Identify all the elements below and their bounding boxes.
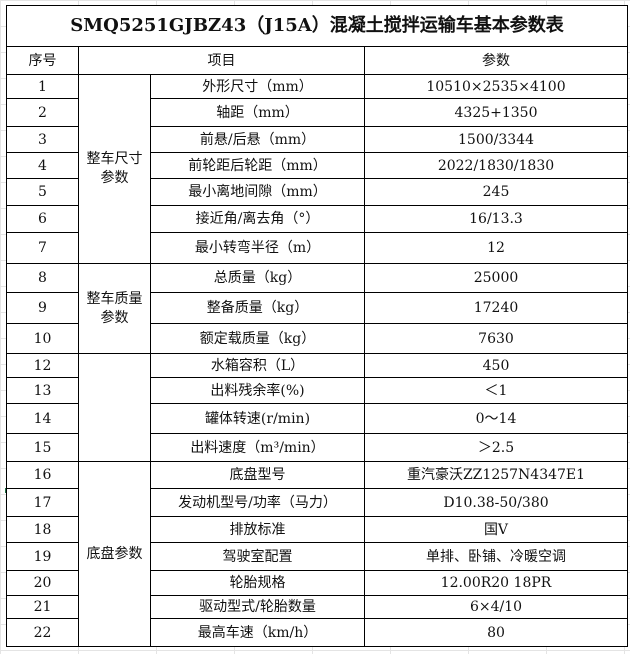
table-row: 19 驾驶室配置 单排、卧铺、冷暖空调	[6, 542, 628, 571]
row-item[interactable]: 额定载质量（kg）	[150, 323, 365, 354]
row-value[interactable]: 25000	[364, 263, 628, 293]
group-label[interactable]	[78, 353, 151, 462]
table-title[interactable]: SMQ5251GJBZ43（J15A）混凝土搅拌运输车基本参数表	[6, 5, 628, 47]
row-seq[interactable]: 18	[6, 516, 79, 543]
row-value[interactable]: 80	[364, 618, 628, 647]
header-value[interactable]: 参数	[364, 46, 628, 75]
table-row: 14 罐体转速(r/min) 0～14	[6, 403, 628, 434]
row-seq[interactable]: 9	[6, 292, 79, 324]
table-row: 22 最高车速（km/h） 80	[6, 618, 628, 647]
table-row: 5 最小离地间隙（mm） 245	[6, 178, 628, 206]
row-item[interactable]: 出料速度（m³/min）	[150, 433, 365, 462]
group-label[interactable]: 底盘参数	[78, 461, 151, 647]
table-row: 16 底盘参数 底盘型号 重汽豪沃ZZ1257N4347E1	[6, 461, 628, 647]
row-item[interactable]: 轴距（mm）	[150, 98, 365, 127]
row-seq[interactable]: 19	[6, 542, 79, 571]
row-value[interactable]: 6×4/10	[364, 595, 628, 619]
row-seq[interactable]: 3	[6, 126, 79, 153]
table-row: 8 整车质量 参数 总质量（kg） 25000	[6, 263, 628, 354]
row-seq[interactable]: 5	[6, 178, 79, 206]
table-row: 7 最小转弯半径（m） 12	[6, 232, 628, 264]
row-seq[interactable]: 16	[6, 461, 79, 489]
row-seq[interactable]: 14	[6, 403, 79, 434]
row-item[interactable]: 最小转弯半径（m）	[150, 232, 365, 264]
group-label[interactable]: 整车尺寸 参数	[78, 74, 151, 264]
row-value[interactable]: D10.38-50/380	[364, 488, 628, 517]
table-row: 1 整车尺寸 参数 外形尺寸（mm） 10510×2535×4100	[6, 74, 628, 264]
row-item[interactable]: 排放标准	[150, 516, 365, 543]
row-value[interactable]: 4325+1350	[364, 98, 628, 127]
row-seq[interactable]: 12	[6, 353, 79, 378]
row-seq[interactable]: 13	[6, 377, 79, 404]
row-value[interactable]: 12.00R20 18PR	[364, 570, 628, 596]
row-seq[interactable]: 15	[6, 433, 79, 462]
table-row: 6 接近角/离去角（°） 16/13.3	[6, 205, 628, 233]
row-item[interactable]: 驾驶室配置	[150, 542, 365, 571]
row-item[interactable]: 最高车速（km/h）	[150, 618, 365, 647]
row-seq[interactable]: 6	[6, 205, 79, 233]
row-value[interactable]: 重汽豪沃ZZ1257N4347E1	[364, 461, 628, 489]
table-row: 18 排放标准 国Ⅴ	[6, 516, 628, 543]
row-seq[interactable]: 2	[6, 98, 79, 127]
row-item[interactable]: 水箱容积（L）	[150, 353, 365, 378]
row-item[interactable]: 底盘型号	[150, 461, 365, 489]
table-row: 2 轴距（mm） 4325+1350	[6, 98, 628, 127]
row-value[interactable]: ＞2.5	[364, 433, 628, 462]
row-value[interactable]: ＜1	[364, 377, 628, 404]
row-seq[interactable]: 20	[6, 570, 79, 596]
table-row: 15 出料速度（m³/min） ＞2.5	[6, 433, 628, 462]
row-item[interactable]: 罐体转速(r/min)	[150, 403, 365, 434]
row-item[interactable]: 外形尺寸（mm）	[150, 74, 365, 99]
row-value[interactable]: 245	[364, 178, 628, 206]
row-seq[interactable]: 1	[6, 74, 79, 99]
row-item[interactable]: 总质量（kg）	[150, 263, 365, 293]
row-value[interactable]: 1500/3344	[364, 126, 628, 153]
row-item[interactable]: 驱动型式/轮胎数量	[150, 595, 365, 619]
table-row: 12 水箱容积（L） 450	[6, 353, 628, 462]
row-seq[interactable]: 17	[6, 488, 79, 517]
row-item[interactable]: 轮胎规格	[150, 570, 365, 596]
group-label[interactable]: 整车质量 参数	[78, 263, 151, 354]
row-value[interactable]: 0～14	[364, 403, 628, 434]
table-row: 9 整备质量（kg） 17240	[6, 292, 628, 324]
row-seq[interactable]: 8	[6, 263, 79, 293]
row-item[interactable]: 整备质量（kg）	[150, 292, 365, 324]
row-value[interactable]: 16/13.3	[364, 205, 628, 233]
row-item[interactable]: 前悬/后悬（mm）	[150, 126, 365, 153]
row-seq[interactable]: 10	[6, 323, 79, 354]
header-item[interactable]: 项目	[78, 46, 365, 75]
row-seq[interactable]: 22	[6, 618, 79, 647]
row-value[interactable]: 单排、卧铺、冷暖空调	[364, 542, 628, 571]
row-value[interactable]: 7630	[364, 323, 628, 354]
row-seq[interactable]: 4	[6, 152, 79, 179]
table-row: 10 额定载质量（kg） 7630	[6, 323, 628, 354]
table-row: 17 发动机型号/功率（马力） D10.38-50/380	[6, 488, 628, 517]
row-value[interactable]: 12	[364, 232, 628, 264]
parameter-table: SMQ5251GJBZ43（J15A）混凝土搅拌运输车基本参数表 序号 项目 参…	[6, 5, 628, 647]
row-item[interactable]: 最小离地间隙（mm）	[150, 178, 365, 206]
row-item[interactable]: 前轮距后轮距（mm）	[150, 152, 365, 179]
header-seq[interactable]: 序号	[6, 46, 79, 75]
row-value[interactable]: 国Ⅴ	[364, 516, 628, 543]
row-value[interactable]: 17240	[364, 292, 628, 324]
row-item[interactable]: 接近角/离去角（°）	[150, 205, 365, 233]
row-seq[interactable]: 7	[6, 232, 79, 264]
row-seq[interactable]: 21	[6, 595, 79, 619]
row-value[interactable]: 10510×2535×4100	[364, 74, 628, 99]
table-row: 4 前轮距后轮距（mm） 2022/1830/1830	[6, 152, 628, 179]
row-value[interactable]: 450	[364, 353, 628, 378]
row-value[interactable]: 2022/1830/1830	[364, 152, 628, 179]
table-row: 21 驱动型式/轮胎数量 6×4/10	[6, 595, 628, 619]
row-item[interactable]: 发动机型号/功率（马力）	[150, 488, 365, 517]
row-item[interactable]: 出料残余率(%)	[150, 377, 365, 404]
